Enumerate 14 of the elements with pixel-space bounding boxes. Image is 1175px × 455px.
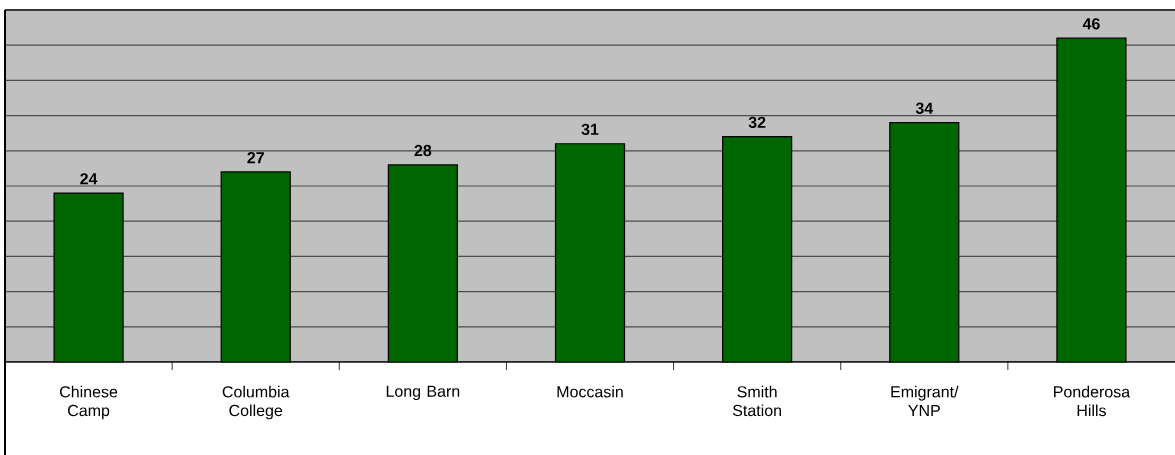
data-label: 34 [915, 102, 934, 114]
x-tick-label: Ponderosa Hills [1054, 385, 1131, 417]
x-tick-label: Smith Station [732, 385, 782, 417]
data-label: 31 [581, 123, 599, 136]
x-tick-label: Columbia College [222, 385, 290, 420]
data-label: 46 [1082, 18, 1100, 30]
data-label: 28 [414, 144, 432, 157]
x-tick-label: Long Barn [386, 385, 460, 401]
data-label: 27 [247, 152, 264, 164]
data-label: 32 [748, 116, 766, 129]
data-label: 24 [80, 173, 98, 185]
x-tick-label: Emigrant/ YNP [891, 385, 959, 416]
x-tick-label: Moccasin [557, 385, 623, 398]
x-tick-label: Chinese Camp [60, 385, 118, 420]
